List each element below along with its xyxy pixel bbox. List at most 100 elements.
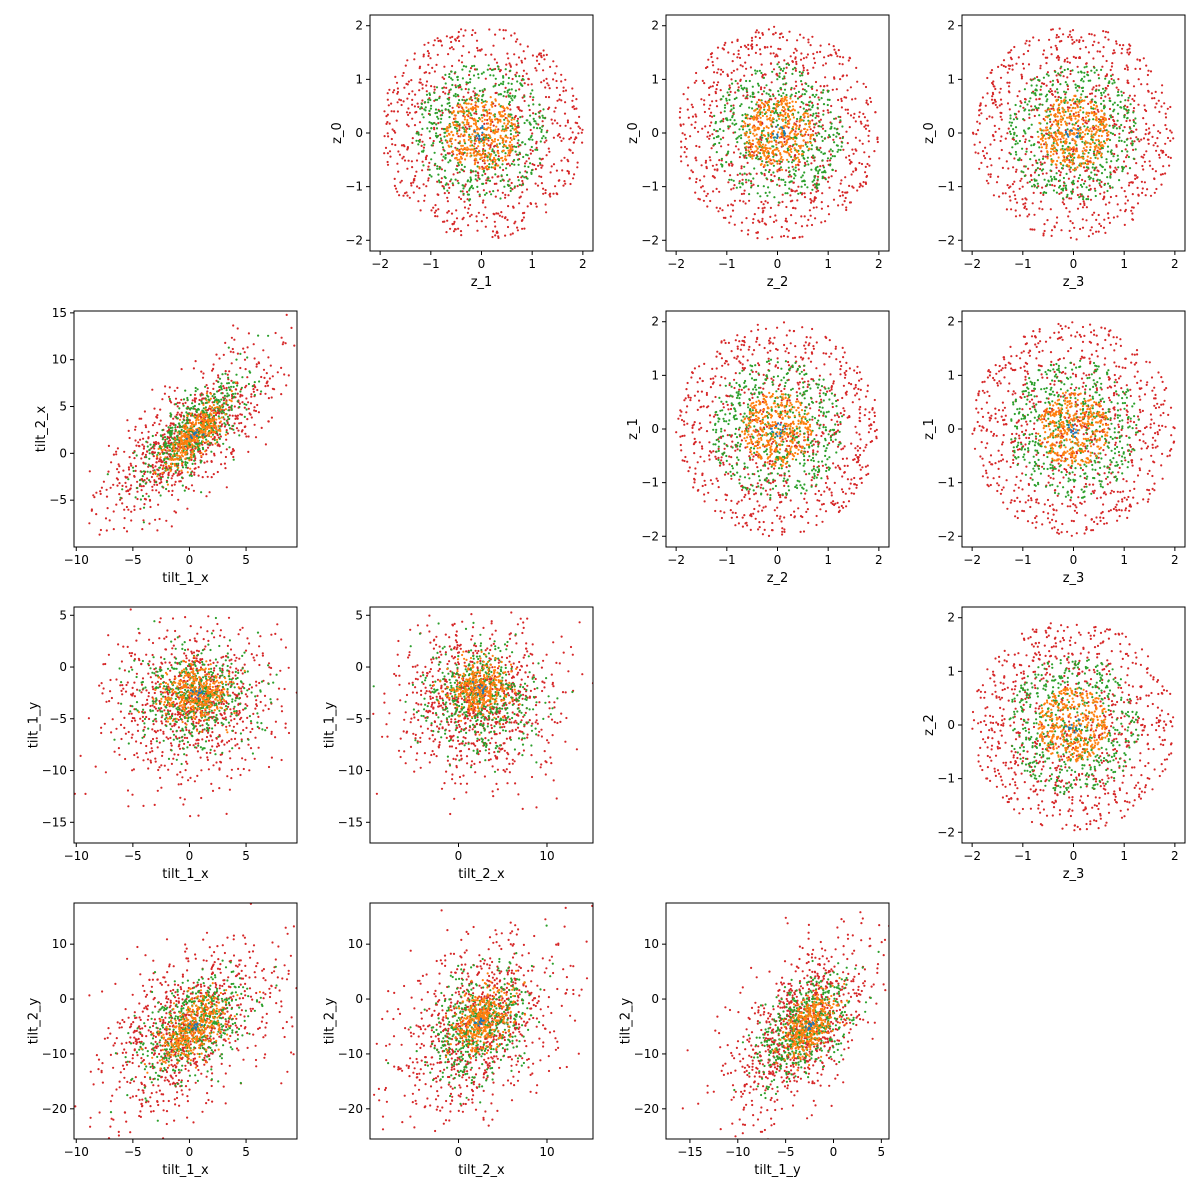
data-point (533, 163, 536, 167)
data-point (1010, 124, 1013, 127)
data-point (754, 108, 758, 111)
data-point (781, 144, 784, 147)
data-point (764, 169, 767, 172)
data-point (686, 108, 689, 111)
data-point (770, 119, 773, 122)
data-point (1133, 140, 1136, 143)
data-point (755, 117, 758, 120)
data-point (708, 93, 711, 96)
data-point (1102, 226, 1106, 229)
data-point (990, 164, 993, 167)
data-point (777, 201, 780, 204)
data-point (727, 181, 730, 184)
data-point (751, 95, 755, 98)
data-point (537, 123, 540, 126)
data-point (840, 106, 844, 109)
data-point (1077, 113, 1080, 116)
data-point (1066, 57, 1069, 60)
data-point (994, 87, 997, 91)
data-point (1013, 180, 1016, 183)
data-point (765, 137, 768, 141)
data-point (830, 175, 833, 178)
data-point (422, 183, 425, 186)
data-point (731, 60, 734, 63)
data-point (738, 56, 742, 60)
data-point (497, 93, 500, 96)
data-point (706, 192, 709, 195)
data-point (1093, 187, 1096, 190)
data-point (810, 86, 813, 89)
data-point (760, 71, 763, 75)
data-point (1070, 192, 1074, 195)
data-point (452, 123, 455, 126)
data-point (760, 200, 763, 204)
data-point (443, 65, 446, 68)
data-point (797, 144, 801, 148)
data-point (740, 221, 744, 224)
data-point (1100, 97, 1103, 100)
data-point (1081, 86, 1085, 89)
data-point (1108, 117, 1111, 121)
data-point (490, 118, 493, 121)
data-point (739, 152, 742, 155)
data-point (762, 185, 765, 188)
data-point (1128, 43, 1131, 46)
data-point (509, 124, 512, 128)
data-point (545, 131, 548, 134)
data-point (454, 84, 457, 87)
data-point (772, 145, 775, 148)
data-point (552, 60, 555, 63)
data-point (530, 169, 534, 172)
data-point (1094, 89, 1098, 92)
data-point (497, 68, 500, 71)
data-point (795, 49, 798, 52)
data-point (798, 126, 801, 129)
data-point (518, 131, 521, 134)
data-point (771, 149, 775, 152)
data-point (1167, 155, 1170, 159)
data-point (1011, 68, 1014, 71)
data-point (841, 75, 844, 78)
data-point (725, 97, 728, 100)
y-tick-label: −1 (641, 180, 659, 194)
data-point (840, 97, 843, 100)
data-point (808, 125, 811, 128)
data-point (467, 91, 470, 94)
data-point (1146, 188, 1149, 191)
data-point (795, 127, 798, 130)
data-point (489, 67, 492, 70)
data-point (480, 140, 483, 143)
data-point (753, 167, 756, 170)
data-point (979, 108, 982, 111)
data-point (1045, 143, 1048, 146)
data-point (828, 150, 831, 153)
data-point (417, 133, 420, 136)
data-point (777, 104, 781, 107)
data-point (1082, 166, 1086, 169)
data-point (386, 113, 389, 116)
data-point (1142, 137, 1146, 140)
data-point (1108, 124, 1111, 127)
data-point (485, 216, 488, 219)
data-point (446, 196, 449, 199)
data-point (978, 114, 981, 117)
data-point (419, 209, 422, 212)
data-point (529, 95, 532, 98)
data-point (1104, 36, 1107, 39)
data-point (766, 164, 769, 167)
data-point (510, 138, 513, 142)
data-point (811, 101, 814, 104)
data-point (1092, 57, 1095, 60)
data-point (754, 51, 758, 55)
data-point (535, 142, 538, 145)
data-point (400, 144, 404, 147)
data-point (806, 145, 809, 148)
data-point (1046, 183, 1049, 186)
data-point (1055, 48, 1059, 51)
data-point (752, 183, 755, 186)
data-point (814, 217, 817, 220)
data-point (1063, 160, 1067, 163)
data-point (1054, 44, 1057, 47)
data-point (501, 105, 505, 108)
data-point (1068, 98, 1071, 102)
